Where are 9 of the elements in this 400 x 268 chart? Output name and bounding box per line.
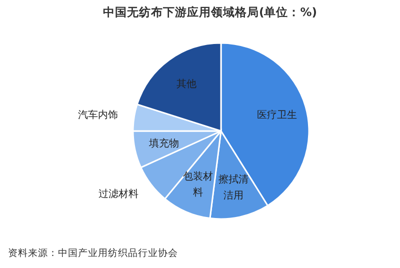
text: 资料来源：中国产业用纺织品行业协会: [8, 247, 178, 259]
slice-label: 擦拭清洁用: [218, 173, 248, 202]
slice-label: 过滤材料: [98, 188, 138, 200]
slice-label: 包装材料: [182, 170, 213, 198]
slice-label: 汽车内饰: [78, 108, 118, 121]
slice-label: 填充物: [148, 136, 180, 149]
slice-label: 医疗卫生: [256, 108, 297, 120]
slice-label: 其他: [176, 78, 197, 90]
chart-title: 中国无纺布下游应用领域格局(单位：%): [102, 5, 318, 19]
